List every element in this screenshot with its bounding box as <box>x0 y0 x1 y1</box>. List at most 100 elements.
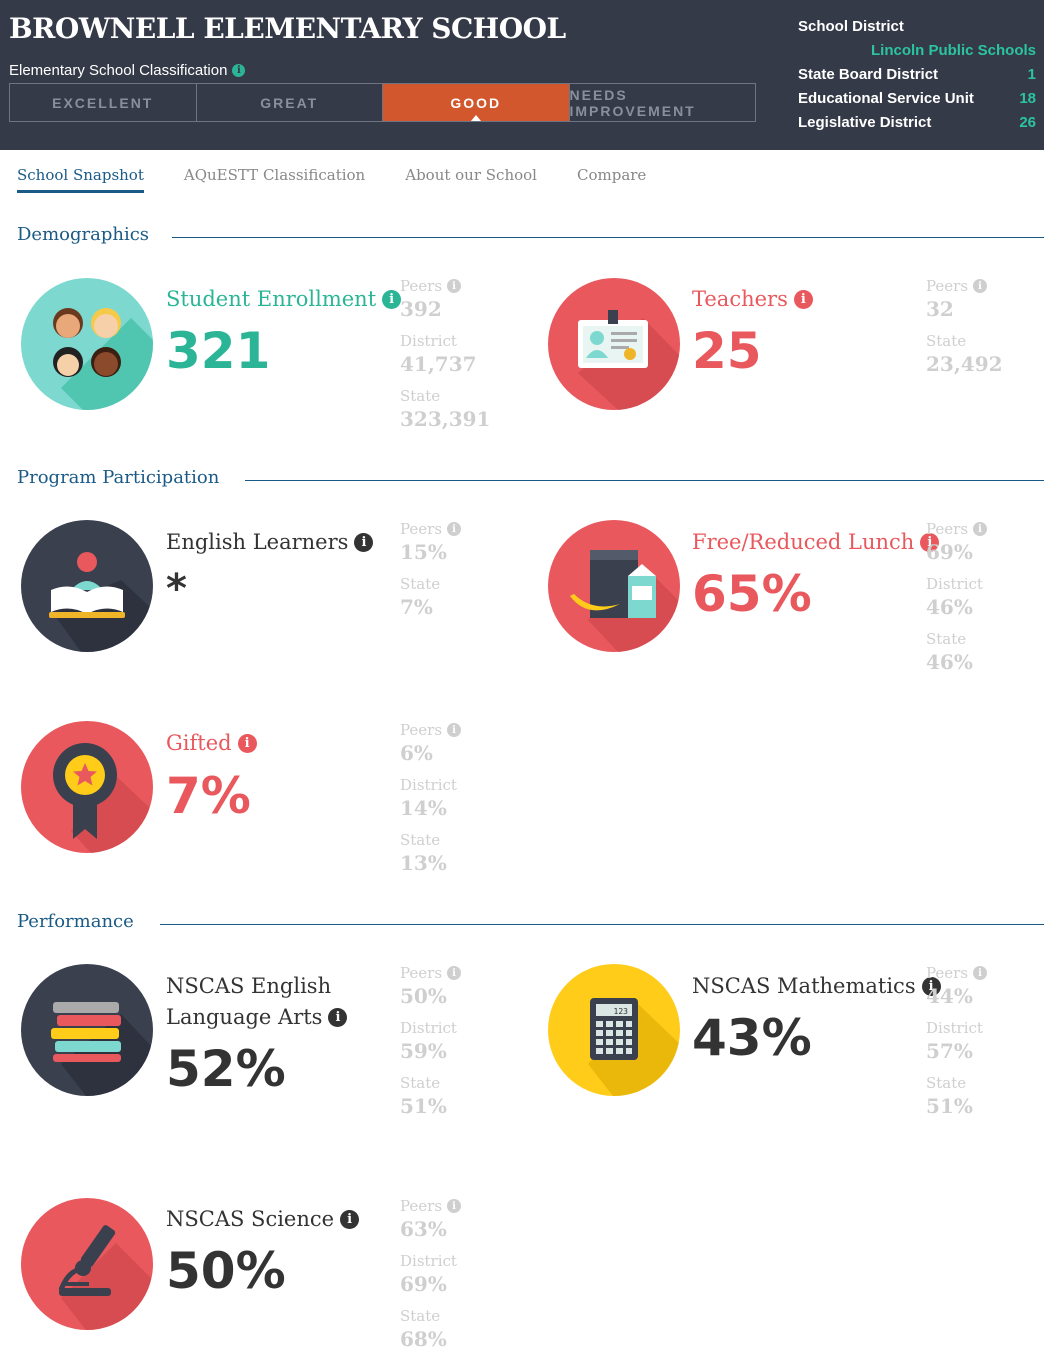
calculator-icon: 123 <box>548 964 680 1096</box>
info-icon[interactable]: i <box>973 279 988 293</box>
legislative-value: 26 <box>1019 113 1036 131</box>
info-icon[interactable]: i <box>232 64 246 77</box>
info-icon[interactable]: i <box>793 290 813 309</box>
info-icon[interactable]: i <box>920 533 940 552</box>
classification-excellent: EXCELLENT <box>10 84 197 121</box>
math-state: 51% <box>926 1094 973 1118</box>
info-icon[interactable]: i <box>328 1008 348 1027</box>
ela-peers: 50% <box>400 984 447 1008</box>
enrollment-title: Student Enrollment i <box>166 284 402 315</box>
enrollment-district: 41,737 <box>400 352 477 376</box>
gifted-state: 13% <box>400 851 447 875</box>
info-icon[interactable]: i <box>447 966 462 980</box>
math-title: NSCAS Mathematics i <box>692 971 941 1002</box>
section-divider <box>160 924 1044 925</box>
tab-aquestt-classification[interactable]: AQuESTT Classification <box>183 166 366 184</box>
lunch-title: Free/Reduced Lunch i <box>692 527 940 558</box>
science-title: NSCAS Science i <box>166 1204 360 1235</box>
science-district: 69% <box>400 1272 447 1296</box>
section-program-participation: Program Participation <box>17 467 220 488</box>
section-performance: Performance <box>17 911 134 932</box>
science-state: 68% <box>400 1327 447 1351</box>
ela-comparison: Peers i 50% District 59% State 51% <box>400 963 510 1128</box>
ela-title: NSCAS English Language Arts i <box>166 971 348 1033</box>
info-icon[interactable]: i <box>447 522 462 536</box>
enrollment-state: 323,391 <box>400 407 491 431</box>
gifted-title: Gifted i <box>166 728 257 759</box>
teachers-state: 23,492 <box>926 352 1003 376</box>
info-icon[interactable]: i <box>447 1199 462 1213</box>
lunch-peers: 69% <box>926 540 973 564</box>
enrollment-value: 321 <box>166 322 271 380</box>
teachers-comparison: Peers i 32 State 23,492 <box>926 276 1036 386</box>
teacher-id-badge-icon <box>548 278 680 410</box>
school-name: BROWNELL ELEMENTARY SCHOOL <box>9 12 566 45</box>
state-board-value: 1 <box>1027 65 1036 83</box>
info-icon[interactable]: i <box>973 522 988 536</box>
info-icon[interactable]: i <box>921 977 941 996</box>
lunch-comparison: Peers i 69% District 46% State 46% <box>926 519 1036 684</box>
tab-school-snapshot[interactable]: School Snapshot <box>17 166 144 193</box>
english-learners-value: * <box>166 566 187 612</box>
books-stack-icon <box>21 964 153 1096</box>
header: BROWNELL ELEMENTARY SCHOOL Elementary Sc… <box>0 0 1044 150</box>
gifted-comparison: Peers i 6% District 14% State 13% <box>400 720 510 885</box>
enrollment-peers: 392 <box>400 297 442 321</box>
science-comparison: Peers i 63% District 69% State 68% <box>400 1196 510 1355</box>
english-learners-peers: 15% <box>400 540 447 564</box>
info-icon[interactable]: i <box>354 533 374 552</box>
math-district: 57% <box>926 1039 973 1063</box>
microscope-icon <box>21 1198 153 1330</box>
lunch-value: 65% <box>692 565 812 623</box>
english-learners-title: English Learners i <box>166 527 374 558</box>
classification-good: GOOD <box>383 84 570 121</box>
science-value: 50% <box>166 1242 286 1300</box>
teachers-value: 25 <box>692 322 762 380</box>
school-district-label: School District <box>798 17 904 35</box>
gifted-value: 7% <box>166 767 251 825</box>
classification-label: Elementary School Classification i <box>9 62 246 79</box>
section-demographics: Demographics <box>17 224 150 245</box>
legislative-label: Legislative District <box>798 113 932 131</box>
tab-bar: School Snapshot AQuESTT Classification A… <box>17 166 646 193</box>
science-peers: 63% <box>400 1217 447 1241</box>
classification-great: GREAT <box>197 84 383 121</box>
lunch-state: 46% <box>926 650 973 674</box>
school-district-link[interactable]: Lincoln Public Schools <box>870 41 1036 59</box>
info-icon[interactable]: i <box>340 1210 360 1229</box>
tab-about-our-school[interactable]: About our School <box>405 166 537 184</box>
english-learners-comparison: Peers i 15% State 7% <box>400 519 510 629</box>
award-ribbon-icon <box>21 721 153 853</box>
students-icon <box>21 278 153 410</box>
info-icon[interactable]: i <box>447 723 462 737</box>
esu-value: 18 <box>1019 89 1036 107</box>
section-divider <box>245 480 1044 481</box>
teachers-peers: 32 <box>926 297 954 321</box>
calculator-display: 123 <box>614 1007 629 1016</box>
book-reader-icon <box>21 520 153 652</box>
section-divider <box>172 237 1044 238</box>
ela-state: 51% <box>400 1094 447 1118</box>
ela-district: 59% <box>400 1039 447 1063</box>
math-peers: 44% <box>926 984 973 1008</box>
info-icon[interactable]: i <box>447 279 462 293</box>
info-icon[interactable]: i <box>382 290 402 309</box>
classification-needs-improvement: NEEDS IMPROVEMENT <box>569 86 696 119</box>
state-board-label: State Board District <box>798 65 939 83</box>
tab-compare[interactable]: Compare <box>576 166 647 184</box>
info-icon[interactable]: i <box>973 966 988 980</box>
district-info: School District Lincoln Public Schools S… <box>798 14 1036 134</box>
gifted-peers: 6% <box>400 741 433 765</box>
ela-value: 52% <box>166 1040 286 1098</box>
english-learners-state: 7% <box>400 595 433 619</box>
lunch-district: 46% <box>926 595 973 619</box>
math-comparison: Peers i 44% District 57% State 51% <box>926 963 1036 1128</box>
info-icon[interactable]: i <box>237 734 257 753</box>
lunch-bag-icon <box>548 520 680 652</box>
enrollment-comparison: Peers i 392 District 41,737 State 323,391 <box>400 276 510 441</box>
math-value: 43% <box>692 1009 812 1067</box>
classification-bar: EXCELLENT GREAT GOOD NEEDS IMPROVEMENT <box>9 83 756 122</box>
esu-label: Educational Service Unit <box>798 89 974 107</box>
teachers-title: Teachers i <box>692 284 813 315</box>
gifted-district: 14% <box>400 796 447 820</box>
